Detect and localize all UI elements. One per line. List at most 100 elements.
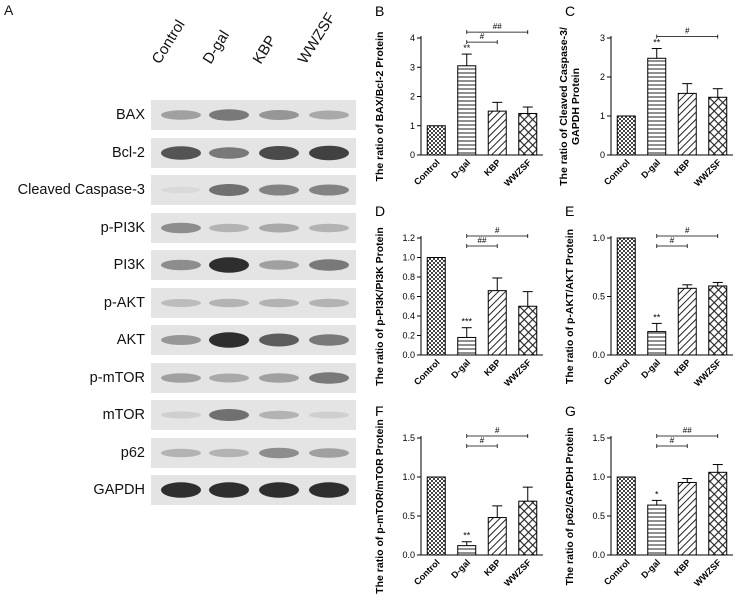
blot-band [209, 223, 249, 232]
blot-strip [151, 475, 356, 505]
category-label: KBP [482, 157, 503, 178]
y-tick-label: 0.2 [402, 331, 415, 341]
y-tick-label: 2 [410, 92, 415, 102]
y-tick-label: 0 [600, 150, 605, 160]
blot-band [259, 184, 299, 196]
significance-star: ** [463, 43, 471, 53]
blot-band [259, 110, 299, 120]
bar [518, 112, 538, 156]
bracket-label: # [685, 226, 690, 235]
category-label: D-gal [639, 357, 662, 380]
blot-strip-svg [151, 100, 356, 130]
y-tick-label: 1.0 [592, 472, 605, 482]
y-axis-title: The ratio of p-AKT/AKT Protein [564, 229, 576, 384]
category-label: D-gal [639, 557, 662, 580]
bracket-label: # [670, 236, 675, 245]
blot-label: BAX [115, 107, 145, 123]
y-tick-label: 0.0 [402, 350, 415, 360]
blot-strip [151, 137, 356, 168]
y-axis-title: The ratio of p62/GAPDH Protein [564, 427, 576, 585]
blot-label: AKT [116, 332, 145, 348]
y-tick-label: 4 [410, 33, 415, 43]
bracket-label: # [670, 436, 675, 445]
blot-strip [151, 437, 356, 468]
lane-label-kbp: KBP [249, 32, 280, 67]
category-label: Control [412, 557, 442, 587]
category-label: KBP [672, 357, 693, 378]
blot-band [309, 371, 349, 384]
y-tick-label: 3 [410, 62, 415, 72]
blot-strip-svg [151, 250, 356, 280]
category-label: WWZSF [692, 557, 723, 588]
blot-band [161, 372, 201, 383]
category-label: KBP [672, 557, 693, 578]
category-label: KBP [482, 357, 503, 378]
blot-band [209, 482, 249, 498]
blot-strip-svg [151, 475, 356, 505]
y-tick-label: 1.2 [402, 233, 415, 243]
bar [677, 92, 697, 156]
blot-band [209, 373, 249, 382]
y-tick-label: 3 [600, 33, 605, 43]
blot-band [209, 109, 249, 121]
blot-band [309, 411, 349, 419]
blot-band [259, 333, 299, 347]
category-label: D-gal [449, 357, 472, 380]
bar [708, 96, 728, 156]
blot-strip [151, 325, 356, 355]
blot-band [161, 110, 201, 120]
blot-label: mTOR [102, 407, 145, 423]
bar [457, 336, 477, 356]
category-label: Control [602, 557, 632, 587]
chart-cleaved-caspase3: C The ratio of Cleaved Caspase-3/GAPDH Pr… [558, 3, 733, 188]
blot-strip-svg [151, 325, 356, 355]
blot-band [259, 223, 299, 232]
bracket-label: # [495, 426, 500, 435]
blot-band [259, 482, 299, 498]
blot-band [309, 223, 349, 232]
bar [518, 500, 538, 556]
blot-strip [151, 362, 356, 393]
blot-band [161, 145, 201, 160]
blot-strip [151, 212, 356, 243]
category-label: Control [412, 157, 442, 187]
bar [647, 57, 667, 156]
blot-strip [151, 400, 356, 430]
blot-band [161, 222, 201, 233]
blot-band [161, 186, 201, 194]
blot-band [309, 145, 349, 160]
panel-letter: G [565, 403, 576, 419]
bar [677, 287, 697, 356]
panel-letter: E [565, 203, 574, 219]
y-tick-label: 1.5 [592, 433, 605, 443]
category-label: WWZSF [502, 357, 533, 388]
blot-strip-svg [151, 437, 356, 468]
bar [616, 115, 636, 156]
blot-band [209, 409, 249, 421]
blot-strip-svg [151, 362, 356, 393]
bar [647, 331, 667, 356]
y-tick-label: 1.0 [592, 233, 605, 243]
blot-band [309, 259, 349, 271]
category-label: D-gal [449, 557, 472, 580]
blot-label: Bcl-2 [111, 144, 145, 161]
blot-strip-svg [151, 175, 356, 205]
blot-strip-svg [151, 212, 356, 243]
y-axis-title: GAPDH Protein [570, 68, 582, 145]
bar [426, 125, 446, 156]
bracket-label: ## [478, 236, 487, 245]
blot-band [309, 110, 349, 120]
blot-band [259, 410, 299, 420]
bar [487, 290, 507, 356]
blot-band [209, 184, 249, 196]
y-tick-label: 1 [600, 111, 605, 121]
category-label: Control [602, 357, 632, 387]
blot-band [259, 298, 299, 307]
blot-label: p-AKT [103, 294, 145, 311]
panel-letter: B [375, 3, 384, 19]
blot-band [309, 298, 349, 307]
blot-strip [151, 287, 356, 318]
blot-band [309, 447, 349, 458]
y-tick-label: 1.0 [402, 253, 415, 263]
y-tick-label: 0.6 [402, 292, 415, 302]
